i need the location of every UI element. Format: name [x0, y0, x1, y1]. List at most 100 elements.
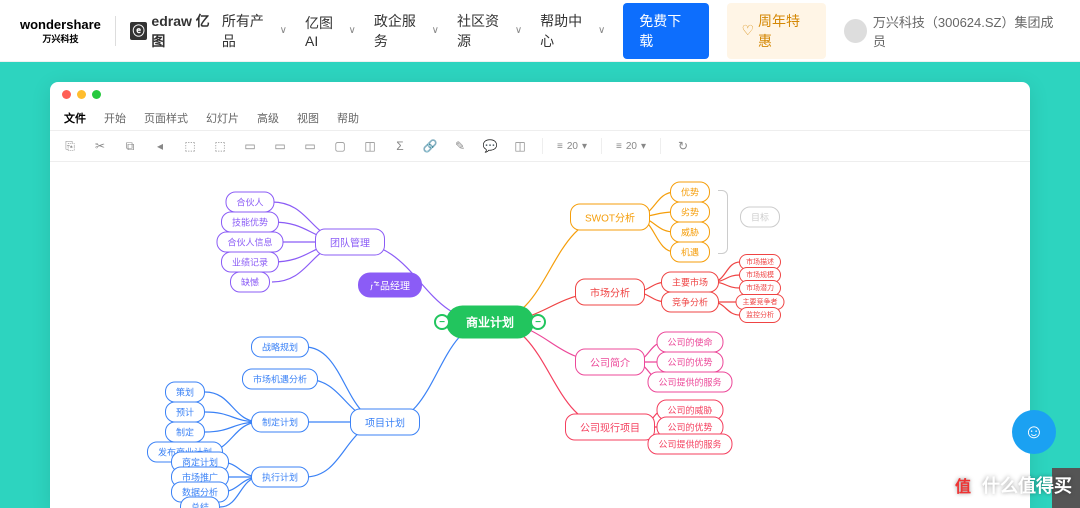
heart-icon: ♡	[741, 22, 754, 39]
watermark-badge: 值	[948, 470, 978, 500]
node-n2c3[interactable]: 制定	[165, 422, 205, 443]
tab-3[interactable]: 幻灯片	[206, 110, 239, 126]
tool-0[interactable]: ⎘	[62, 139, 78, 154]
logo-text-cn: 万兴科技	[42, 32, 78, 45]
wondershare-logo[interactable]: wondershare 万兴科技	[20, 17, 101, 45]
chevron-down-icon: ∨	[280, 25, 287, 36]
tab-0[interactable]: 文件	[64, 110, 86, 126]
chevron-down-icon: ∨	[349, 25, 356, 36]
tool-12[interactable]: 🔗	[422, 139, 438, 153]
node-n1e[interactable]: 缺憾	[230, 272, 270, 293]
node-n4b[interactable]: 竞争分析	[661, 292, 719, 313]
tool-6[interactable]: ▭	[242, 139, 258, 153]
user-text: 万兴科技（300624.SZ）集团成员	[873, 12, 1060, 50]
min-dot[interactable]	[77, 90, 86, 99]
node-n1c[interactable]: 合伙人信息	[216, 232, 283, 253]
node-n2c1[interactable]: 策划	[165, 382, 205, 403]
chevron-down-icon: ∨	[432, 25, 439, 36]
tab-4[interactable]: 高级	[257, 110, 279, 126]
tab-6[interactable]: 帮助	[337, 110, 359, 126]
titlebar	[50, 82, 1030, 106]
node-n5[interactable]: 公司简介	[575, 349, 645, 376]
nav-help[interactable]: 帮助中心∨	[540, 11, 605, 51]
nav-enterprise[interactable]: 政企服务∨	[374, 11, 439, 51]
tool-11[interactable]: Σ	[392, 139, 408, 153]
node-n3c[interactable]: 威胁	[670, 222, 710, 243]
nav-products[interactable]: 所有产品∨	[222, 11, 287, 51]
node-n1a[interactable]: 合伙人	[225, 192, 274, 213]
tool-13[interactable]: ✎	[452, 139, 468, 153]
tool-15[interactable]: ◫	[512, 139, 528, 153]
chat-button[interactable]: ☺	[1012, 410, 1056, 454]
tab-5[interactable]: 视图	[297, 110, 319, 126]
nav-community[interactable]: 社区资源∨	[457, 11, 522, 51]
separator	[542, 138, 543, 154]
promo-button[interactable]: ♡周年特惠	[727, 3, 825, 59]
divider	[115, 16, 116, 46]
tool-5[interactable]: ⬚	[212, 139, 228, 153]
edraw-text: edraw 亿图	[151, 11, 221, 51]
node-n2b[interactable]: 市场机遇分析	[242, 369, 318, 390]
node-n2c[interactable]: 制定计划	[251, 412, 309, 433]
avatar-icon	[844, 19, 867, 43]
node-n2c2[interactable]: 预计	[165, 402, 205, 423]
tool-9[interactable]: ▢	[332, 139, 348, 153]
node-n1d[interactable]: 业绩记录	[221, 252, 279, 273]
edraw-icon: ⓔ	[130, 22, 148, 40]
node-n3a[interactable]: 优势	[670, 182, 710, 203]
close-dot[interactable]	[62, 90, 71, 99]
tool-3[interactable]: ◂	[152, 139, 168, 153]
chevron-down-icon: ∨	[515, 25, 522, 36]
tab-1[interactable]: 开始	[104, 110, 126, 126]
node-n2d[interactable]: 执行计划	[251, 467, 309, 488]
tool-8[interactable]: ▭	[302, 139, 318, 153]
edraw-logo[interactable]: ⓔ edraw 亿图	[130, 11, 222, 51]
node-n4[interactable]: 市场分析	[575, 279, 645, 306]
node-n1b[interactable]: 技能优势	[221, 212, 279, 233]
tool-1[interactable]: ✂	[92, 139, 108, 153]
tool-2[interactable]: ⧉	[122, 139, 138, 154]
mindmap-canvas[interactable]: 商业计划− − 团队管理 合伙人技能优势合伙人信息业绩记录缺憾项目计划 战略规划市场机遇…	[50, 162, 1030, 508]
node-n3d[interactable]: 机遇	[670, 242, 710, 263]
node-n3b[interactable]: 劣势	[670, 202, 710, 223]
node-n3x[interactable]: 目标	[740, 207, 780, 228]
tool-7[interactable]: ▭	[272, 139, 288, 153]
nav-ai[interactable]: 亿图AI∨	[305, 13, 356, 49]
menu-tabs: 文件 开始 页面样式 幻灯片 高级 视图 帮助	[50, 106, 1030, 130]
node-n5b[interactable]: 公司的优势	[656, 352, 723, 373]
collapse-left[interactable]: −	[434, 314, 450, 330]
node-n2d4[interactable]: 总结	[180, 497, 220, 508]
tool-14[interactable]: 💬	[482, 139, 498, 153]
node-n5a[interactable]: 公司的使命	[656, 332, 723, 353]
tool-4[interactable]: ⬚	[182, 139, 198, 153]
smile-icon: ☺	[1024, 421, 1044, 444]
node-n4a[interactable]: 主要市场	[661, 272, 719, 293]
download-button[interactable]: 免费下载	[623, 3, 709, 59]
bracket	[718, 190, 728, 254]
watermark: 值 什么值得买	[948, 470, 1072, 500]
spin2[interactable]: ≡ 20 ▾	[616, 141, 646, 152]
tab-2[interactable]: 页面样式	[144, 110, 188, 126]
stage: 文件 开始 页面样式 幻灯片 高级 视图 帮助 ⎘ ✂ ⧉ ◂ ⬚ ⬚ ▭ ▭ ▭ ▢ ◫ Σ 🔗 ✎ 💬 ◫ ≡ 20 ▾…	[0, 62, 1080, 508]
node-n4b2[interactable]: 监控分析	[739, 307, 781, 323]
node-n6c[interactable]: 公司提供的服务	[647, 434, 732, 455]
app-window: 文件 开始 页面样式 幻灯片 高级 视图 帮助 ⎘ ✂ ⧉ ◂ ⬚ ⬚ ▭ ▭ ▭ ▢ ◫ Σ 🔗 ✎ 💬 ◫ ≡ 20 ▾…	[50, 82, 1030, 508]
node-n2a[interactable]: 战略规划	[251, 337, 309, 358]
node-n2[interactable]: 项目计划	[350, 409, 420, 436]
max-dot[interactable]	[92, 90, 101, 99]
collapse-right[interactable]: −	[530, 314, 546, 330]
node-n5c[interactable]: 公司提供的服务	[647, 372, 732, 393]
watermark-text: 什么值得买	[982, 472, 1072, 498]
node-n3[interactable]: SWOT分析	[570, 204, 650, 231]
tool-10[interactable]: ◫	[362, 139, 378, 153]
node-n1[interactable]: 团队管理	[315, 229, 385, 256]
spin1[interactable]: ≡ 20 ▾	[557, 141, 587, 152]
user-info[interactable]: 万兴科技（300624.SZ）集团成员	[844, 12, 1060, 50]
chevron-down-icon: ∨	[598, 25, 605, 36]
logo-text: wondershare	[20, 17, 101, 32]
refresh-button[interactable]: ↻	[675, 139, 691, 153]
top-nav: wondershare 万兴科技 ⓔ edraw 亿图 所有产品∨ 亿图AI∨ …	[0, 0, 1080, 62]
root-node[interactable]: 商业计划	[446, 306, 534, 339]
node-n6[interactable]: 公司现行项目	[565, 414, 655, 441]
toolbar: ⎘ ✂ ⧉ ◂ ⬚ ⬚ ▭ ▭ ▭ ▢ ◫ Σ 🔗 ✎ 💬 ◫ ≡ 20 ▾ ≡ 20 ▾ ↻	[50, 130, 1030, 162]
